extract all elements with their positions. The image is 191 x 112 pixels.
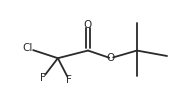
Text: F: F bbox=[40, 73, 46, 83]
Text: O: O bbox=[106, 53, 115, 63]
Text: O: O bbox=[84, 20, 92, 30]
Text: Cl: Cl bbox=[23, 43, 33, 53]
Text: F: F bbox=[66, 75, 72, 85]
